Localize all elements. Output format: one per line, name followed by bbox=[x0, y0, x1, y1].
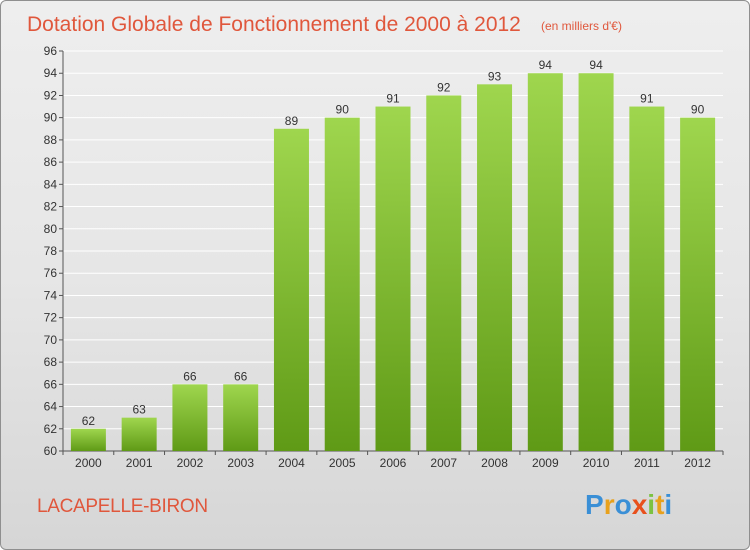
y-tick-label: 62 bbox=[44, 422, 58, 436]
bar-2001 bbox=[121, 417, 157, 451]
y-tick-label: 64 bbox=[44, 400, 58, 414]
x-tick-label-2010: 2010 bbox=[583, 456, 610, 470]
chart-unit-subtitle: (en milliers d'€) bbox=[541, 19, 622, 33]
y-tick-label: 90 bbox=[44, 111, 58, 125]
logo-letter: r bbox=[603, 489, 615, 520]
y-tick-label: 70 bbox=[44, 333, 58, 347]
y-tick-label: 72 bbox=[44, 311, 58, 325]
bar-2006 bbox=[375, 106, 411, 452]
bar-2008 bbox=[477, 84, 513, 451]
y-tick-label: 88 bbox=[44, 133, 58, 147]
x-tick-label-2011: 2011 bbox=[634, 456, 660, 470]
data-label-2007: 92 bbox=[437, 80, 451, 94]
logo-letter: o bbox=[614, 489, 632, 520]
x-axis-ticks: 2000 2001 2002 2003 2004 2005 2006 2007 2008 2009… bbox=[62, 451, 724, 470]
y-tick-label: 60 bbox=[44, 444, 58, 458]
y-tick-label: 92 bbox=[44, 88, 58, 102]
x-tick-label-2006: 2006 bbox=[380, 456, 407, 470]
bar-2003 bbox=[223, 384, 259, 451]
data-label-2005: 90 bbox=[336, 103, 350, 117]
x-tick-label-2002: 2002 bbox=[177, 456, 204, 470]
x-tick-label-2007: 2007 bbox=[430, 456, 457, 470]
y-tick-label: 94 bbox=[44, 66, 58, 80]
bar-2002 bbox=[172, 384, 208, 451]
y-tick-label: 96 bbox=[44, 44, 58, 58]
data-label-2000: 62 bbox=[82, 414, 96, 428]
bars: 62 63 66 66 89 90 91 92 93 94 94 91 90 bbox=[70, 58, 716, 452]
data-label-2002: 66 bbox=[183, 369, 197, 383]
logo-letter: t bbox=[655, 489, 665, 520]
y-tick-label: 78 bbox=[44, 244, 58, 258]
proxiti-logo[interactable]: Proxiti bbox=[585, 489, 672, 521]
data-label-2009: 94 bbox=[539, 58, 553, 72]
bar-2009 bbox=[527, 73, 563, 451]
x-tick-label-2001: 2001 bbox=[126, 456, 153, 470]
y-tick-label: 76 bbox=[44, 266, 58, 280]
y-tick-label: 84 bbox=[44, 177, 58, 191]
logo-letter: i bbox=[664, 489, 673, 520]
data-label-2003: 66 bbox=[234, 369, 248, 383]
data-label-2008: 93 bbox=[488, 69, 502, 83]
data-label-2012: 90 bbox=[691, 103, 705, 117]
chart-title: Dotation Globale de Fonctionnement de 20… bbox=[27, 13, 521, 36]
y-tick-label: 80 bbox=[44, 222, 58, 236]
commune-name: LACAPELLE-BIRON bbox=[37, 496, 208, 517]
y-tick-label: 86 bbox=[44, 155, 58, 169]
bar-2012 bbox=[680, 117, 716, 452]
x-tick-label-2008: 2008 bbox=[481, 456, 508, 470]
logo-letter: i bbox=[647, 489, 656, 520]
bar-2000 bbox=[70, 428, 106, 451]
y-tick-label: 82 bbox=[44, 200, 58, 214]
bar-2004 bbox=[273, 128, 309, 451]
bar-2010 bbox=[578, 73, 614, 451]
x-tick-label-2003: 2003 bbox=[227, 456, 254, 470]
data-label-2006: 91 bbox=[386, 92, 400, 106]
y-axis-ticks: 60 62 64 66 68 70 72 74 76 78 80 82 84 86 88 90 92 94 96 bbox=[44, 44, 63, 458]
logo-letter: x bbox=[631, 489, 648, 520]
x-tick-label-2000: 2000 bbox=[75, 456, 102, 470]
x-tick-label-2012: 2012 bbox=[684, 456, 711, 470]
bar-2005 bbox=[324, 117, 360, 452]
logo-letter: P bbox=[585, 489, 604, 520]
data-label-2011: 91 bbox=[640, 92, 654, 106]
x-tick-label-2005: 2005 bbox=[329, 456, 356, 470]
data-label-2001: 63 bbox=[132, 403, 146, 417]
y-tick-label: 74 bbox=[44, 288, 58, 302]
data-label-2010: 94 bbox=[589, 58, 603, 72]
bar-2007 bbox=[426, 95, 462, 451]
x-tick-label-2004: 2004 bbox=[278, 456, 305, 470]
bar-2011 bbox=[629, 106, 665, 452]
y-tick-label: 66 bbox=[44, 377, 58, 391]
x-tick-label-2009: 2009 bbox=[532, 456, 559, 470]
y-tick-label: 68 bbox=[44, 355, 58, 369]
data-label-2004: 89 bbox=[285, 114, 299, 128]
